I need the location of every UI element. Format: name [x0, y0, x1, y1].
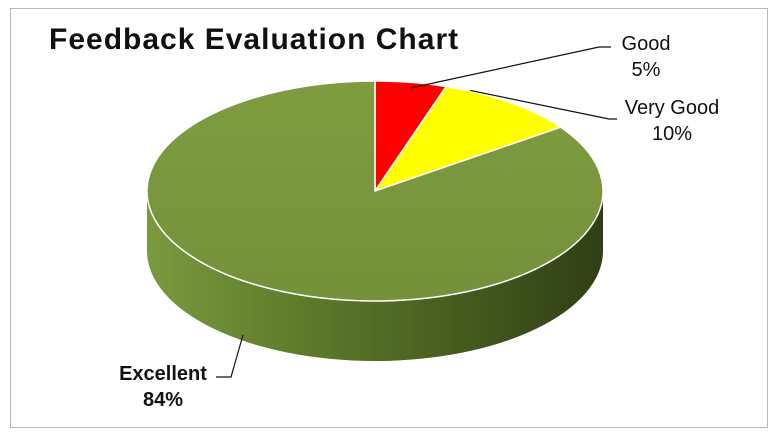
slice-label-excellent: Excellent	[119, 363, 207, 385]
slice-value-good: 5%	[631, 59, 661, 81]
slice-value-very-good: 10%	[651, 123, 693, 145]
pie-slice-excellent	[146, 80, 604, 302]
data-label-good: Good 5%	[611, 31, 681, 83]
leader-line-good	[410, 46, 611, 89]
chart-title: Feedback Evaluation Chart	[49, 23, 460, 56]
chart-frame: Feedback Evaluation Chart Good 5% Very G…	[10, 8, 768, 428]
leader-line-very-good	[470, 89, 617, 120]
slice-value-excellent: 84%	[142, 389, 184, 411]
data-label-excellent: Excellent 84%	[103, 361, 223, 413]
pie-side-excellent	[147, 191, 603, 361]
data-label-very-good: Very Good 10%	[607, 95, 737, 147]
leader-line-excellent	[216, 334, 244, 378]
pie-slice-very-good	[374, 85, 562, 192]
slice-label-very-good: Very Good	[624, 97, 720, 119]
slice-label-good: Good	[621, 33, 671, 55]
pie-chart	[146, 46, 617, 378]
